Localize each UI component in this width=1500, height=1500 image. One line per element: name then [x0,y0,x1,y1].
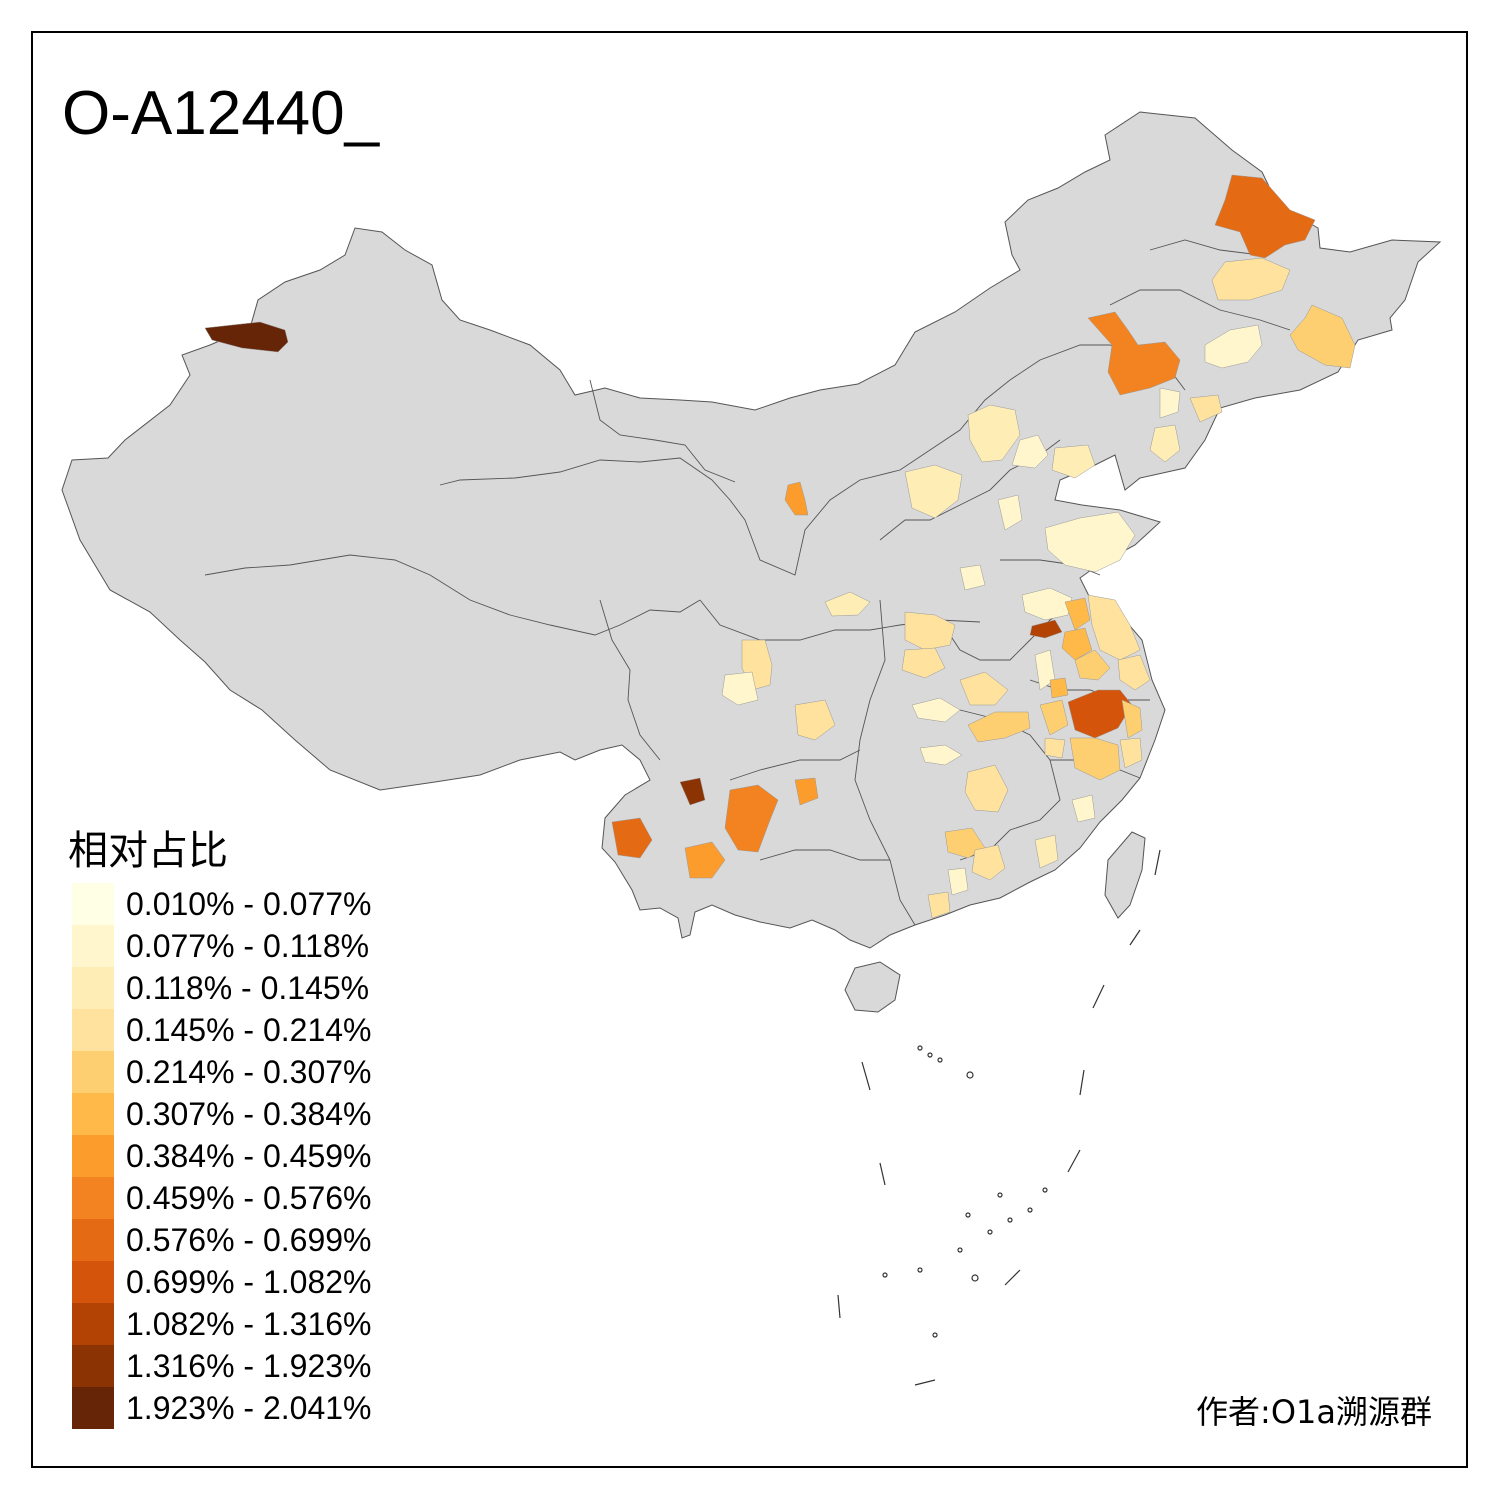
region-jiangsu-a [1064,597,1091,631]
legend-swatch [72,1387,114,1429]
legend-label: 0.145% - 0.214% [126,1012,372,1048]
region-liaoning-b [1189,394,1223,423]
legend-swatch [72,1177,114,1219]
region-yunnan-c [794,777,819,806]
region-jiangsu-north [1021,587,1073,621]
legend-label: 1.923% - 2.041% [126,1390,372,1426]
region-chongqing [919,744,963,766]
hainan-island [844,961,901,1013]
region-anhui-south [1039,699,1069,736]
region-tianjin [1051,444,1096,479]
legend-label: 0.576% - 0.699% [126,1222,372,1258]
region-anhui-d [1049,677,1069,699]
region-sichuan-c [794,699,836,741]
region-hubei-b [959,671,1009,706]
region-jiangsu-c [1074,649,1111,681]
legend-label: 0.214% - 0.307% [126,1054,372,1090]
legend-swatch [72,1345,114,1387]
legend-label: 0.459% - 0.576% [126,1180,372,1216]
region-shanxi-mid [997,494,1023,531]
region-shaanxi [824,591,871,617]
region-hebei-north [967,404,1021,463]
region-jiangsu-b [1087,594,1141,661]
region-yunnan-d [611,817,653,859]
region-hunan [964,764,1009,813]
region-shandong [1044,511,1136,573]
legend-swatch [72,1219,114,1261]
region-shanxi-north [904,464,963,519]
region-guangdong-e [927,891,951,919]
legend-label: 0.118% - 0.145% [126,970,370,1006]
taiwan-island [1104,831,1146,919]
region-shanghai-area [1117,654,1151,691]
region-hubei-c [911,697,961,723]
region-zhejiang-b [1069,737,1121,781]
region-jilin-mid [1204,324,1263,369]
map-frame [31,31,1468,1468]
region-henan-south [901,647,946,679]
region-henan-mid [904,611,956,651]
region-anhui-a [1029,619,1063,639]
legend-swatch [72,1261,114,1303]
region-yunnan-e [684,841,726,879]
region-liaoning-c [1149,424,1181,463]
legend-swatch [72,967,114,1009]
legend-label: 0.307% - 0.384% [126,1096,372,1132]
region-liaoning-a [1159,387,1181,419]
south-sea-islands [837,849,1161,1386]
region-guangdong-c [1034,834,1059,869]
legend-label: 0.077% - 0.118% [126,928,370,964]
region-yunnan-b [724,784,779,853]
legend-swatch [72,1135,114,1177]
legend-swatch [72,1303,114,1345]
region-ili [204,321,289,353]
region-zhejiang-c [1119,737,1143,769]
region-inner-mongolia-east [1087,311,1181,396]
region-guangdong-b [971,844,1006,881]
region-henan-north [959,564,986,591]
region-sichuan-b [721,671,759,706]
map-title: O-A12440_ [62,79,380,148]
region-jiangxi-north [1044,737,1066,759]
region-guangdong-d [947,867,969,896]
region-ningxia [784,481,809,516]
region-zhejiang-a [1121,699,1143,739]
legend-label: 0.384% - 0.459% [126,1138,372,1174]
region-beijing [1011,434,1049,469]
legend-label: 1.316% - 1.923% [126,1348,372,1384]
author-credit: 作者:O1a溯源群 [1196,1393,1432,1431]
legend-swatch [72,1009,114,1051]
legend-label: 0.010% - 0.077% [126,886,372,922]
region-anhui-b [1061,627,1093,661]
region-hubei-a [967,711,1031,743]
legend-title: 相对占比 [68,828,228,874]
region-fujian [1071,794,1096,823]
region-jilin-east [1289,304,1356,369]
legend-label: 1.082% - 1.316% [126,1306,372,1342]
region-yunnan-a [679,777,706,806]
region-heilongjiang-north [1214,174,1316,259]
legend-swatch [72,1093,114,1135]
legend-swatch [72,883,114,925]
region-heilongjiang-mid [1211,257,1291,301]
colored-prefectures [204,174,1356,919]
legend-label: 0.699% - 1.082% [126,1264,372,1300]
legend-swatch [72,1051,114,1093]
legend-swatch [72,925,114,967]
